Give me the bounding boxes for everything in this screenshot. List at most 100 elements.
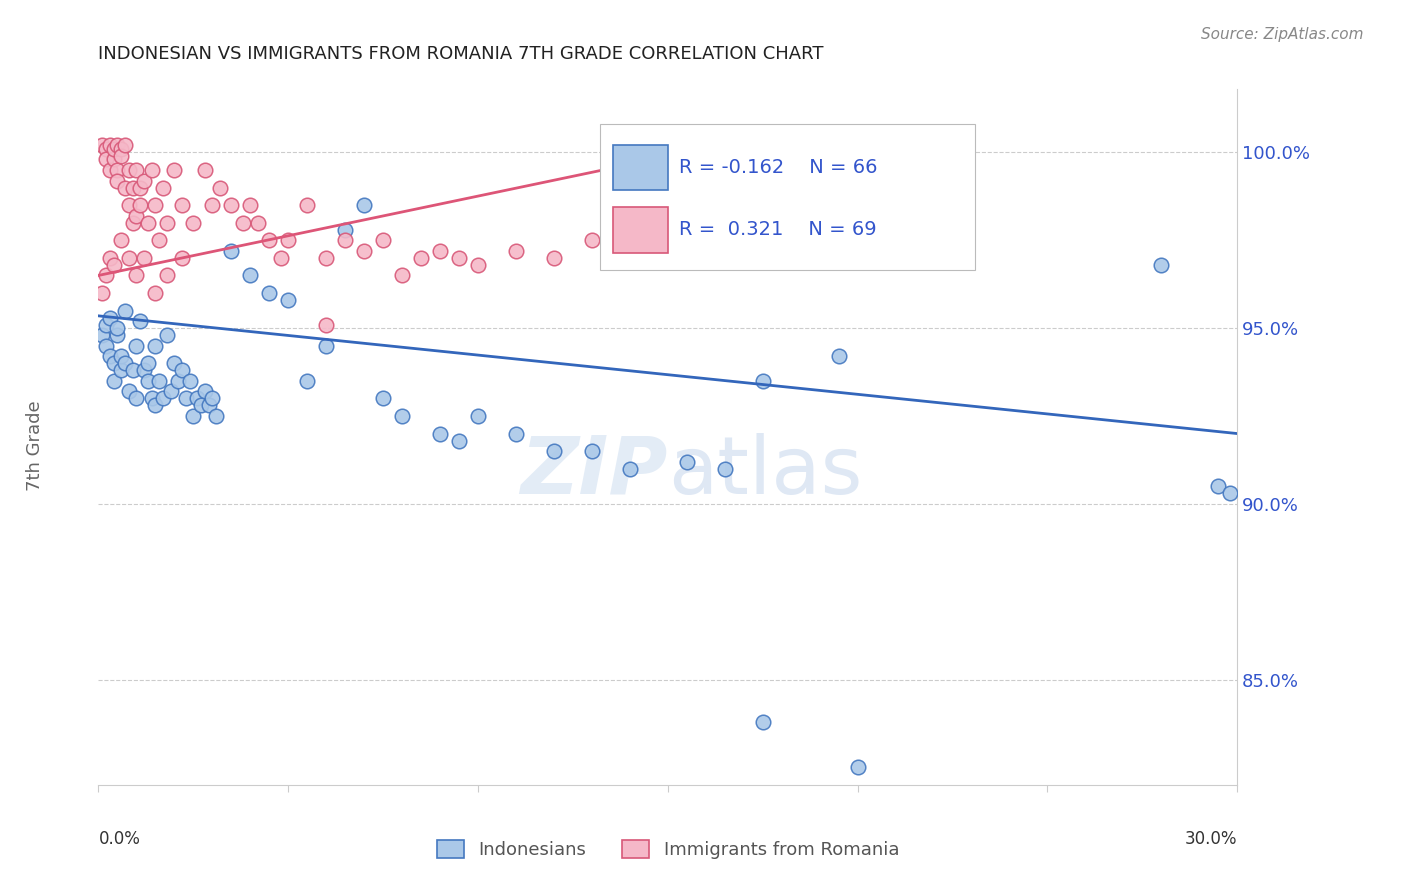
Point [136, 216, 159, 230]
Point [170, 198, 193, 212]
Point [94, 339, 117, 353]
Point [335, 223, 357, 237]
Point [232, 216, 254, 230]
Point [114, 303, 136, 318]
Point [846, 760, 869, 774]
Point [125, 339, 148, 353]
Point [94, 153, 117, 167]
Text: atlas: atlas [668, 433, 862, 511]
Point [186, 392, 208, 406]
Point [353, 198, 375, 212]
Point [581, 444, 603, 458]
Point [141, 392, 163, 406]
Point [148, 374, 170, 388]
Point [714, 461, 737, 475]
Point [752, 714, 775, 729]
Point [145, 339, 167, 353]
Point [121, 363, 143, 377]
Point [152, 180, 174, 194]
Point [110, 363, 132, 377]
Point [828, 349, 851, 363]
Point [129, 198, 152, 212]
Point [110, 142, 132, 156]
Point [676, 455, 699, 469]
Point [208, 180, 231, 194]
Point [132, 251, 155, 265]
Point [277, 233, 299, 247]
Point [98, 251, 121, 265]
Point [259, 233, 281, 247]
Point [145, 399, 167, 413]
Point [183, 409, 205, 423]
Point [1150, 258, 1173, 272]
Point [125, 163, 148, 178]
Point [239, 198, 262, 212]
Point [91, 138, 114, 153]
FancyBboxPatch shape [613, 208, 668, 252]
Point [156, 268, 179, 283]
Point [163, 356, 186, 370]
Point [619, 461, 641, 475]
Point [353, 244, 375, 258]
Point [297, 198, 319, 212]
Text: 7th Grade: 7th Grade [27, 401, 44, 491]
Point [371, 392, 394, 406]
Point [118, 163, 141, 178]
Point [467, 409, 489, 423]
Point [429, 244, 451, 258]
Point [110, 233, 132, 247]
Point [107, 163, 129, 178]
Point [156, 328, 179, 343]
Point [103, 142, 125, 156]
Text: R =  0.321    N = 69: R = 0.321 N = 69 [679, 220, 877, 239]
Point [114, 180, 136, 194]
Point [91, 328, 114, 343]
Point [190, 399, 212, 413]
Point [103, 374, 125, 388]
Point [107, 328, 129, 343]
Point [335, 233, 357, 247]
Point [657, 244, 679, 258]
Point [449, 251, 471, 265]
Point [543, 444, 565, 458]
Point [91, 285, 114, 300]
Text: 0.0%: 0.0% [98, 830, 141, 847]
Text: 30.0%: 30.0% [1185, 830, 1237, 847]
Point [277, 293, 299, 307]
Point [391, 409, 413, 423]
Point [121, 180, 143, 194]
Point [391, 268, 413, 283]
Point [98, 349, 121, 363]
Point [183, 216, 205, 230]
Point [167, 374, 190, 388]
Legend: Indonesians, Immigrants from Romania: Indonesians, Immigrants from Romania [429, 832, 907, 866]
Point [98, 310, 121, 325]
Point [125, 268, 148, 283]
Point [221, 244, 243, 258]
Point [103, 153, 125, 167]
Point [152, 392, 174, 406]
Point [315, 339, 337, 353]
Point [194, 163, 217, 178]
Point [752, 374, 775, 388]
Point [159, 384, 181, 399]
Point [170, 251, 193, 265]
Point [174, 392, 197, 406]
Point [136, 356, 159, 370]
Point [201, 198, 224, 212]
Point [129, 314, 152, 328]
Point [371, 233, 394, 247]
Point [270, 251, 292, 265]
Point [467, 258, 489, 272]
Point [107, 138, 129, 153]
Point [94, 268, 117, 283]
Point [505, 426, 527, 441]
Point [141, 163, 163, 178]
Text: ZIP: ZIP [520, 433, 668, 511]
Point [205, 409, 228, 423]
Point [179, 374, 201, 388]
Point [1208, 479, 1230, 493]
Point [429, 426, 451, 441]
Point [107, 321, 129, 335]
Point [505, 244, 527, 258]
